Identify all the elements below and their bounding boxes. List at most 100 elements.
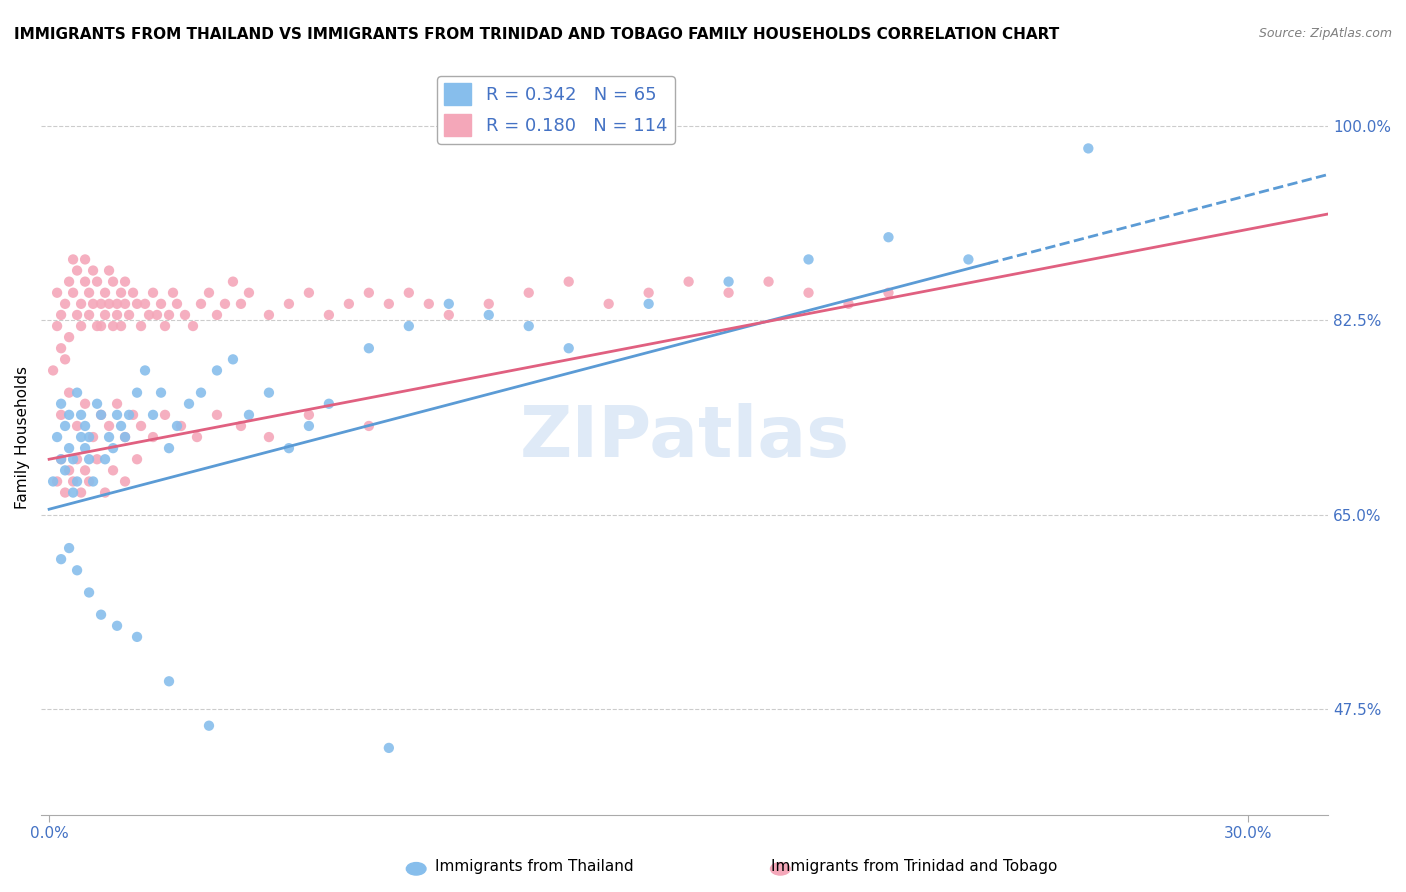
Point xyxy=(118,308,141,322)
Point xyxy=(162,285,184,300)
Point xyxy=(142,430,165,444)
Point xyxy=(46,430,69,444)
Y-axis label: Family Households: Family Households xyxy=(15,366,30,508)
Point xyxy=(337,297,360,311)
Point xyxy=(198,719,221,733)
Point xyxy=(62,452,84,467)
Point xyxy=(146,308,169,322)
Point xyxy=(62,485,84,500)
Point xyxy=(94,452,117,467)
Point xyxy=(94,285,117,300)
Point xyxy=(90,297,112,311)
Point xyxy=(86,319,108,334)
Point xyxy=(101,275,124,289)
Point xyxy=(174,308,197,322)
Point xyxy=(70,297,93,311)
Point xyxy=(94,485,117,500)
Point xyxy=(118,408,141,422)
Point xyxy=(134,363,156,377)
Text: ZIPatlas: ZIPatlas xyxy=(520,402,849,472)
Point xyxy=(557,341,579,355)
Point xyxy=(114,297,136,311)
Point xyxy=(75,275,97,289)
Point xyxy=(238,408,260,422)
Point xyxy=(110,419,132,434)
Point xyxy=(222,275,245,289)
Point xyxy=(105,619,128,633)
Point xyxy=(58,330,80,344)
Point xyxy=(94,308,117,322)
Point xyxy=(53,297,76,311)
Point xyxy=(105,308,128,322)
Point xyxy=(53,485,76,500)
Point xyxy=(257,385,280,400)
Point xyxy=(62,475,84,489)
Point xyxy=(478,297,501,311)
Point xyxy=(101,463,124,477)
Point xyxy=(229,297,252,311)
Point xyxy=(62,285,84,300)
Point xyxy=(205,408,228,422)
Point xyxy=(238,285,260,300)
Point xyxy=(186,430,208,444)
Point xyxy=(53,463,76,477)
Point xyxy=(142,285,165,300)
Point xyxy=(82,263,104,277)
Point xyxy=(138,308,160,322)
Point xyxy=(437,308,460,322)
Point xyxy=(357,341,380,355)
Point xyxy=(77,308,100,322)
Point xyxy=(877,285,900,300)
Point xyxy=(157,674,180,689)
Point xyxy=(398,285,420,300)
Point xyxy=(46,475,69,489)
Point xyxy=(378,740,401,755)
Point xyxy=(86,452,108,467)
Point xyxy=(70,485,93,500)
Point xyxy=(717,285,740,300)
Point xyxy=(66,263,89,277)
Point xyxy=(75,252,97,267)
Point xyxy=(75,463,97,477)
Point xyxy=(277,297,299,311)
Point xyxy=(378,297,401,311)
Point xyxy=(877,230,900,244)
Text: Immigrants from Thailand: Immigrants from Thailand xyxy=(434,859,634,874)
Point xyxy=(557,275,579,289)
Point xyxy=(105,408,128,422)
Point xyxy=(398,319,420,334)
Point xyxy=(98,297,121,311)
Point xyxy=(58,463,80,477)
Point xyxy=(90,607,112,622)
Point xyxy=(153,408,176,422)
Point xyxy=(125,630,148,644)
Point xyxy=(90,408,112,422)
Point xyxy=(98,430,121,444)
Point xyxy=(66,419,89,434)
Point xyxy=(517,285,540,300)
Point xyxy=(177,397,200,411)
Point xyxy=(90,408,112,422)
Point xyxy=(298,419,321,434)
Point xyxy=(77,475,100,489)
Point xyxy=(77,452,100,467)
Point xyxy=(758,275,780,289)
Point xyxy=(105,297,128,311)
Point xyxy=(49,552,72,566)
Point xyxy=(598,297,620,311)
Point xyxy=(98,263,121,277)
Point xyxy=(357,419,380,434)
Point xyxy=(53,352,76,367)
Point xyxy=(98,419,121,434)
Point xyxy=(114,475,136,489)
Point xyxy=(58,385,80,400)
Point xyxy=(58,441,80,455)
Point xyxy=(58,541,80,555)
Point xyxy=(66,452,89,467)
Text: Immigrants from Trinidad and Tobago: Immigrants from Trinidad and Tobago xyxy=(770,859,1057,874)
Point xyxy=(122,408,145,422)
Point xyxy=(957,252,980,267)
Point xyxy=(418,297,440,311)
Point xyxy=(122,285,145,300)
Text: Source: ZipAtlas.com: Source: ZipAtlas.com xyxy=(1258,27,1392,40)
